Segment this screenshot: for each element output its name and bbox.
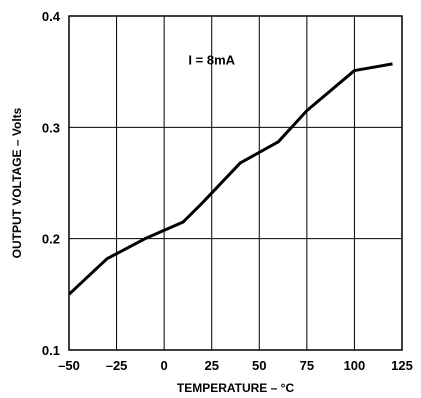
x-tick-label: 0 (161, 358, 168, 373)
x-axis-label: TEMPERATURE – °C (177, 381, 295, 395)
plot-frame (68, 15, 403, 351)
series-lines (67, 62, 393, 296)
annotations: I = 8mA (188, 53, 235, 68)
y-tick-label: 0.3 (42, 120, 60, 135)
x-tick-label: –25 (106, 358, 128, 373)
y-tick-labels: 0.1 0.2 0.3 0.4 (42, 9, 61, 358)
x-tick-label: 50 (252, 358, 266, 373)
x-tick-label: 25 (204, 358, 218, 373)
x-tick-label: –50 (58, 358, 80, 373)
y-tick-label: 0.4 (42, 9, 61, 24)
grid-lines (69, 16, 402, 350)
series-line (67, 62, 393, 296)
y-tick-label: 0.1 (42, 343, 60, 358)
annotation-label: I = 8mA (188, 53, 235, 68)
x-tick-label: 125 (391, 358, 413, 373)
y-axis-label: OUTPUT VOLTAGE – Volts (10, 107, 24, 258)
x-tick-label: 75 (300, 358, 314, 373)
y-tick-label: 0.2 (42, 232, 60, 247)
x-tick-label: 100 (344, 358, 366, 373)
x-tick-labels: –50 –25 0 25 50 75 100 125 (58, 358, 413, 373)
